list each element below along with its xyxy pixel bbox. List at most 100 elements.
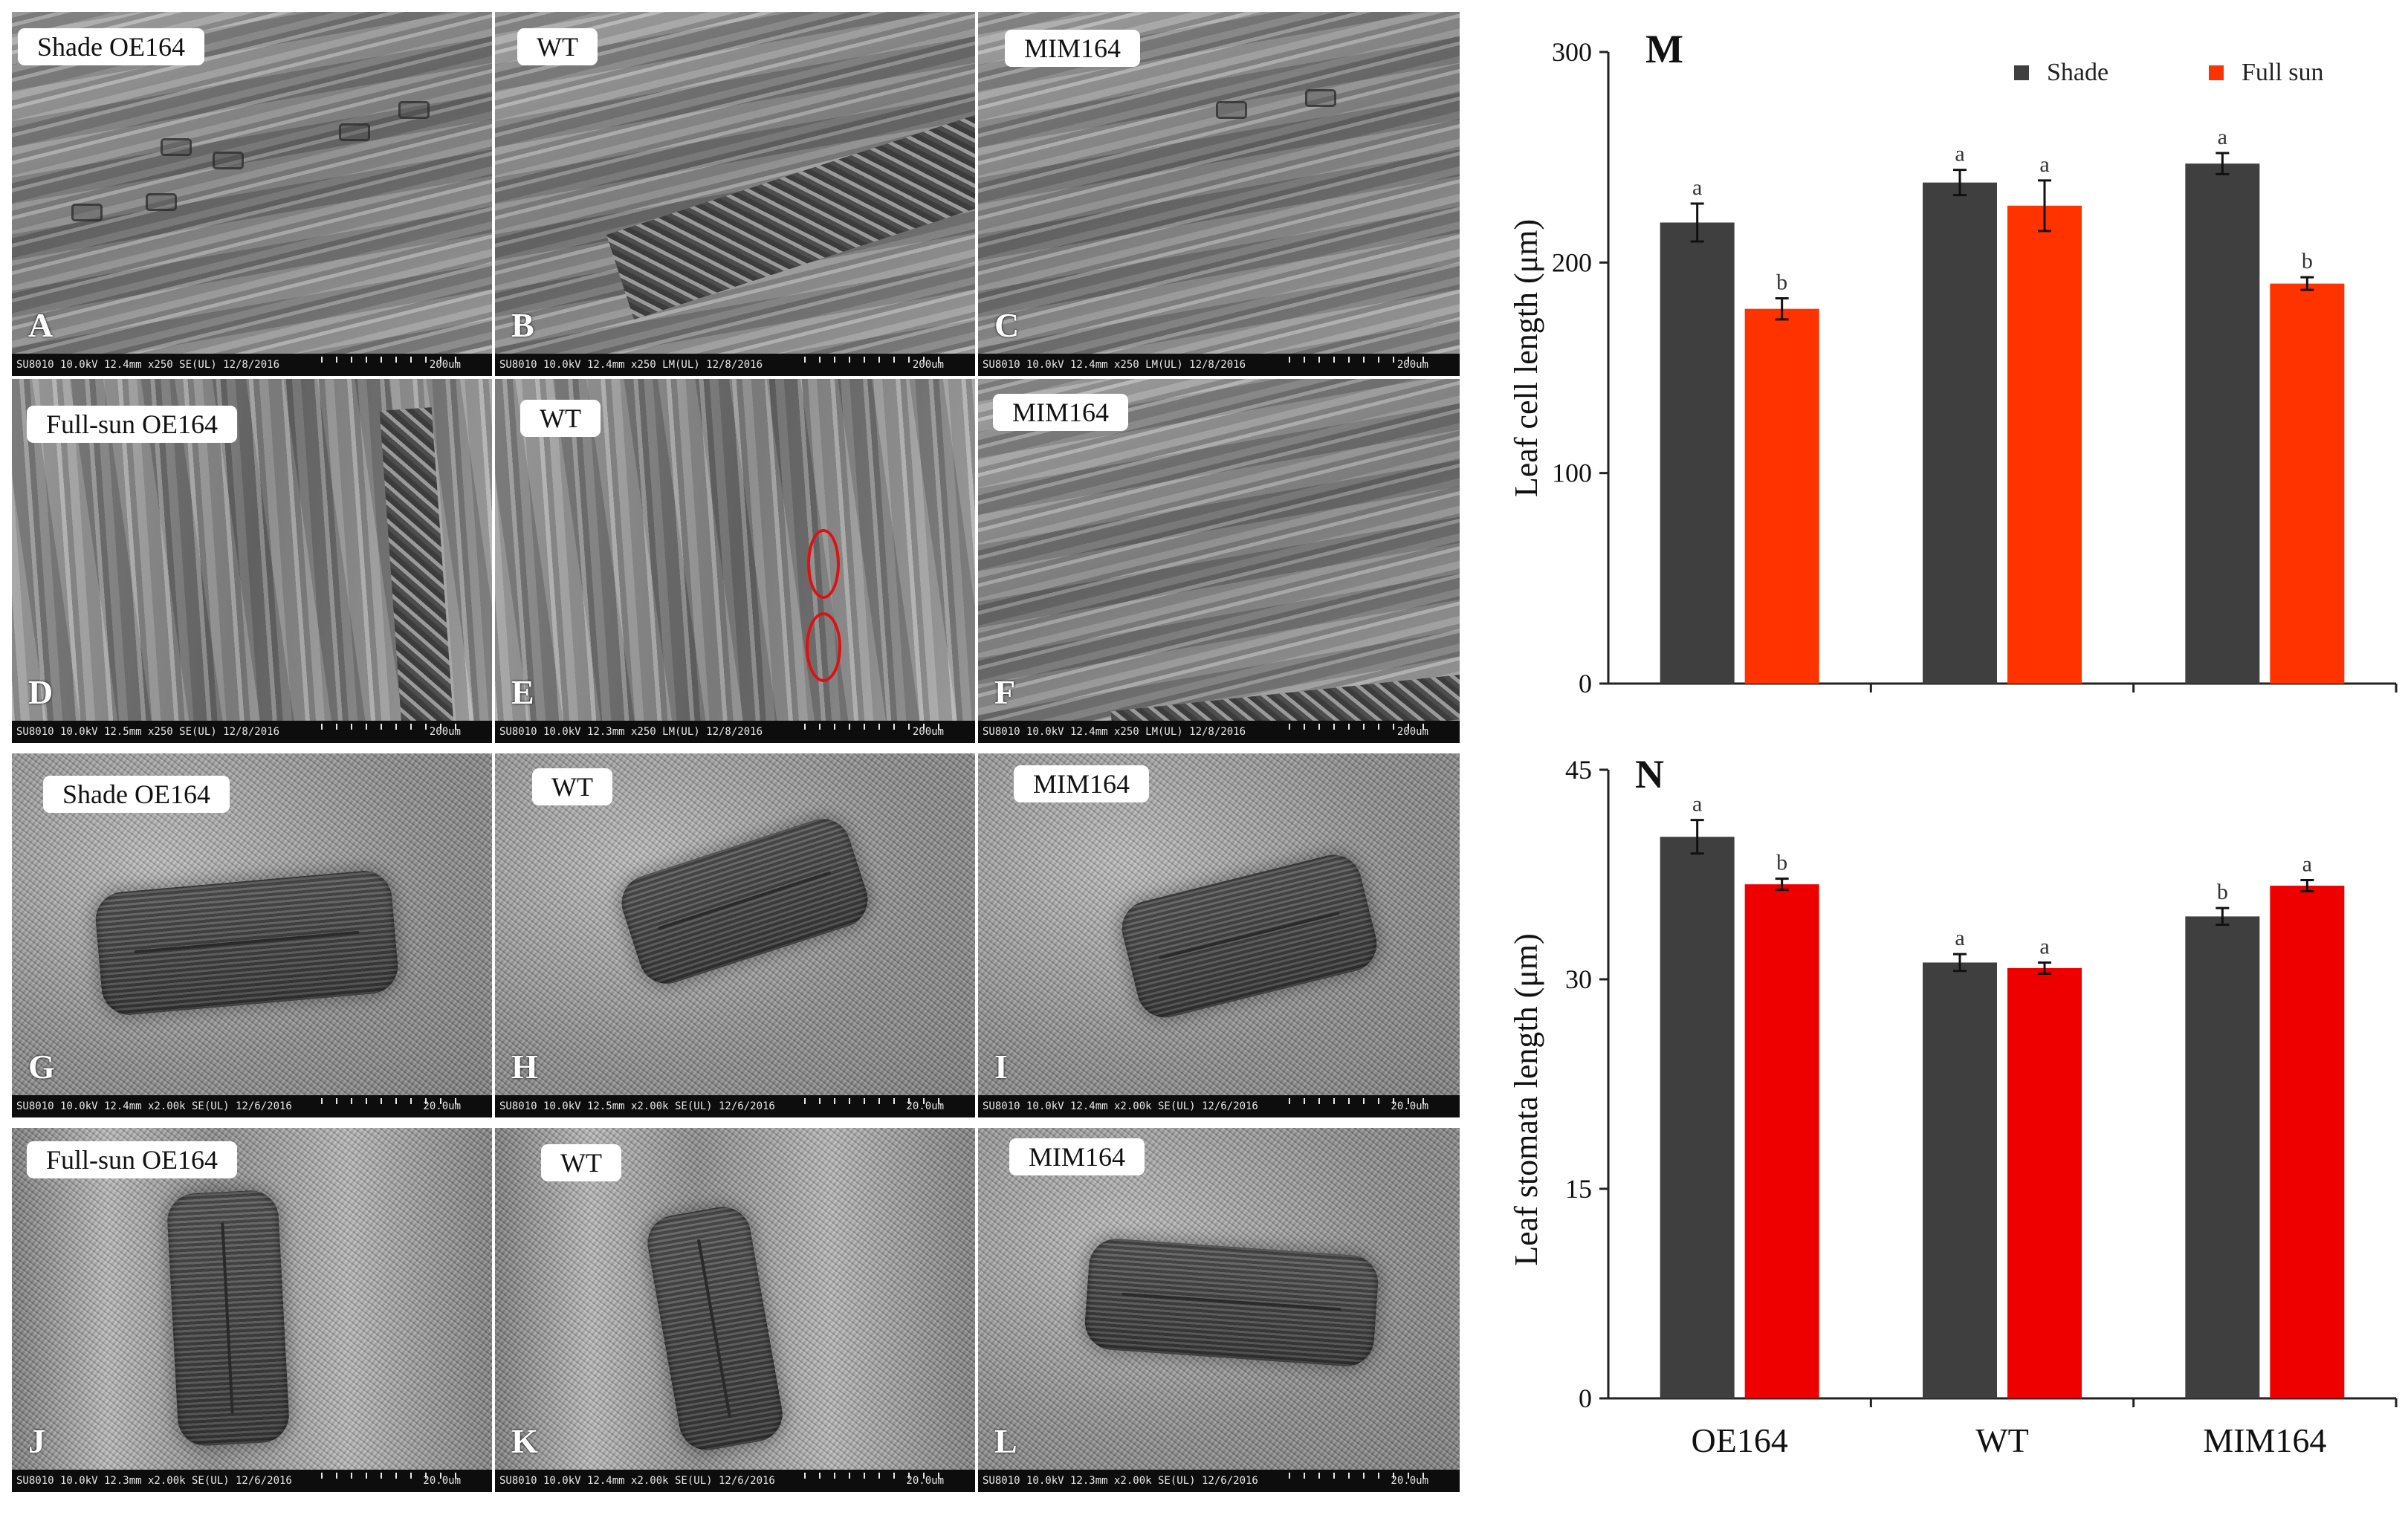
x-tick-label: MIM164 (2203, 1421, 2326, 1459)
significance-letter: a (1692, 792, 1702, 817)
significance-letter: b (1776, 270, 1787, 295)
chart-panel-letter: M (1645, 27, 1683, 71)
panel-i: MIM164 I SU8010 10.0kV 12.4mm x2.00k SE(… (978, 753, 1460, 1117)
y-tick-label: 15 (1565, 1174, 1592, 1204)
chart-n: N Leaf stomata length (μm) 0 15 30 45 a b OE16… (1479, 736, 2408, 1511)
panel-letter: F (994, 673, 1016, 711)
plot-area: 0 100 200 300 a b a a a b (1552, 37, 2398, 698)
sem-info-bar: SU8010 10.0kV 12.4mm x250 LM(UL) 12/8/20… (978, 721, 1460, 743)
panel-label: WT (520, 400, 601, 437)
sem-info-bar: SU8010 10.0kV 12.3mm x250 LM(UL) 12/8/20… (495, 721, 975, 743)
panel-letter: G (28, 1048, 55, 1086)
significance-letter: a (1955, 926, 1964, 950)
stoma (93, 868, 401, 1018)
sem-info-bar: SU8010 10.0kV 12.4mm x250 LM(UL) 12/8/20… (978, 354, 1460, 376)
y-tick-label: 200 (1552, 247, 1592, 277)
sem-info-text: SU8010 10.0kV 12.5mm x250 SE(UL) 12/8/20… (16, 726, 280, 738)
x-tick-label: WT (1975, 1421, 2029, 1459)
bar (2270, 283, 2345, 684)
significance-letter: a (2218, 125, 2227, 149)
scale-bar-label: 200um (429, 359, 461, 371)
panel-d: Full-sun OE164 D SU8010 10.0kV 12.5mm x2… (12, 379, 492, 743)
sem-info-bar: SU8010 10.0kV 12.5mm x250 SE(UL) 12/8/20… (12, 721, 492, 743)
panel-letter: K (511, 1422, 538, 1460)
stoma (1083, 1236, 1380, 1369)
significance-letter: a (2039, 152, 2049, 177)
scale-bar-label: 200um (1396, 359, 1428, 371)
stoma-highlight-circle (807, 529, 840, 599)
panel-letter: J (28, 1422, 45, 1460)
y-tick-label: 0 (1579, 669, 1592, 698)
panel-letter: B (511, 306, 534, 344)
y-tick-label: 300 (1552, 37, 1592, 67)
panel-letter: A (28, 306, 54, 344)
panel-label: MIM164 (1009, 1138, 1145, 1175)
panel-c: MIM164 C SU8010 10.0kV 12.4mm x250 LM(UL… (978, 12, 1460, 376)
chart-n-svg: N Leaf stomata length (μm) 0 15 30 45 a b OE16… (1508, 752, 2398, 1459)
stoma (166, 1189, 291, 1447)
scale-bar-label: 20.0um (1391, 1100, 1428, 1112)
significance-letter: b (2217, 880, 2228, 904)
chart-panel-letter: N (1635, 752, 1664, 797)
sem-info-bar: SU8010 10.0kV 12.4mm x250 SE(UL) 12/8/20… (12, 354, 492, 376)
significance-letter: a (1955, 142, 1964, 166)
scale-bar-label: 20.0um (423, 1100, 461, 1112)
bar (1923, 962, 1997, 1398)
bar (2007, 205, 2082, 684)
panel-e: WT E SU8010 10.0kV 12.3mm x250 LM(UL) 12… (495, 379, 975, 743)
panel-letter: D (28, 673, 54, 711)
bar (1923, 182, 1997, 684)
sem-info-text: SU8010 10.0kV 12.4mm x2.00k SE(UL) 12/6/… (983, 1100, 1258, 1112)
panel-letter: H (511, 1048, 538, 1086)
chart-m-svg: M Leaf cell length (μm) Shade Full sun 0 1… (1508, 27, 2398, 698)
sem-figure-grid: Shade OE164 A SU8010 10.0kV 12.4mm x250 … (0, 0, 1472, 1511)
scale-bar-label: 20.0um (906, 1475, 944, 1487)
panel-label: Shade OE164 (43, 776, 230, 813)
panel-label: Full-sun OE164 (27, 1141, 238, 1178)
sem-info-text: SU8010 10.0kV 12.5mm x2.00k SE(UL) 12/6/… (499, 1100, 775, 1112)
sem-info-bar: SU8010 10.0kV 12.4mm x250 LM(UL) 12/8/20… (495, 354, 975, 376)
y-axis-label: Leaf cell length (μm) (1508, 219, 1544, 497)
panel-label: MIM164 (993, 394, 1129, 431)
significance-letter: a (2302, 852, 2312, 877)
scale-bar-label: 20.0um (906, 1100, 944, 1112)
sem-info-text: SU8010 10.0kV 12.4mm x250 LM(UL) 12/8/20… (983, 726, 1246, 738)
sem-info-bar: SU8010 10.0kV 12.4mm x2.00k SE(UL) 12/6/… (12, 1095, 492, 1117)
significance-letter: b (2302, 249, 2313, 273)
significance-letter: a (1692, 175, 1702, 200)
legend-swatch (2209, 65, 2224, 80)
panel-f: MIM164 F SU8010 10.0kV 12.4mm x250 LM(UL… (978, 379, 1460, 743)
panel-a: Shade OE164 A SU8010 10.0kV 12.4mm x250 … (12, 12, 492, 376)
panel-j: Full-sun OE164 J SU8010 10.0kV 12.3mm x2… (12, 1128, 492, 1492)
bar (2007, 967, 2082, 1398)
legend: Shade Full sun (2014, 59, 2324, 86)
significance-letter: a (2039, 934, 2049, 958)
sem-info-bar: SU8010 10.0kV 12.3mm x2.00k SE(UL) 12/6/… (978, 1470, 1460, 1492)
panel-letter: C (994, 306, 1020, 344)
sem-info-text: SU8010 10.0kV 12.4mm x250 LM(UL) 12/8/20… (499, 359, 763, 371)
sem-info-text: SU8010 10.0kV 12.3mm x250 LM(UL) 12/8/20… (499, 726, 763, 738)
bar (1660, 837, 1735, 1398)
sem-info-text: SU8010 10.0kV 12.4mm x2.00k SE(UL) 12/6/… (499, 1475, 775, 1487)
legend-swatch (2014, 65, 2029, 80)
sem-info-text: SU8010 10.0kV 12.4mm x250 LM(UL) 12/8/20… (983, 359, 1246, 371)
bar (2270, 886, 2345, 1398)
bar (2185, 916, 2260, 1398)
sem-info-text: SU8010 10.0kV 12.4mm x250 SE(UL) 12/8/20… (16, 359, 280, 371)
y-tick-label: 30 (1565, 964, 1592, 994)
scale-bar-label: 200um (429, 726, 461, 738)
legend-label: Shade (2047, 59, 2108, 86)
y-tick-label: 100 (1552, 458, 1592, 488)
sem-info-text: SU8010 10.0kV 12.4mm x2.00k SE(UL) 12/6/… (16, 1100, 292, 1112)
panel-label: Full-sun OE164 (27, 406, 238, 443)
x-tick-label: OE164 (1692, 1421, 1788, 1459)
y-axis-label: Leaf stomata length (μm) (1508, 933, 1544, 1266)
legend-label: Full sun (2242, 59, 2324, 86)
panel-g: Shade OE164 G SU8010 10.0kV 12.4mm x2.00… (12, 753, 492, 1117)
panel-l: MIM164 L SU8010 10.0kV 12.3mm x2.00k SE(… (978, 1128, 1460, 1492)
scale-bar-label: 20.0um (423, 1475, 461, 1487)
sem-info-bar: SU8010 10.0kV 12.5mm x2.00k SE(UL) 12/6/… (495, 1095, 975, 1117)
bar (2185, 163, 2260, 684)
bar (1744, 884, 1819, 1398)
panel-k: WT K SU8010 10.0kV 12.4mm x2.00k SE(UL) … (495, 1128, 975, 1492)
